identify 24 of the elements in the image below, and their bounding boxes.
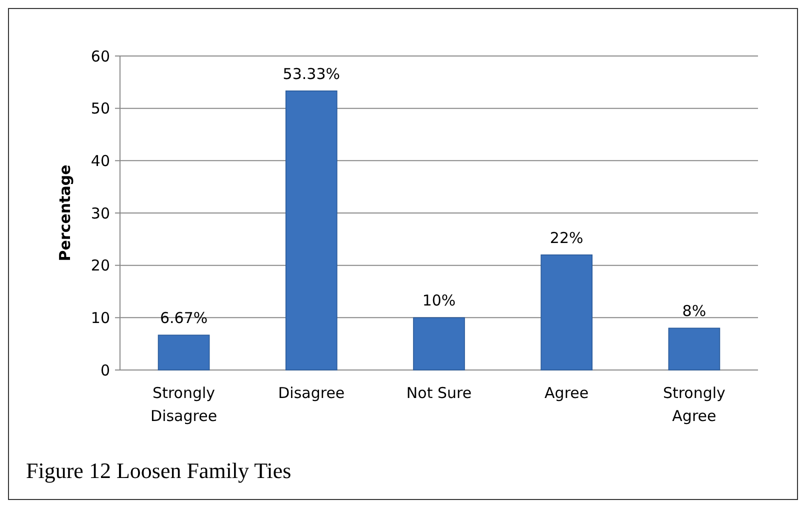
y-tick-label: 0 [100,361,110,380]
bar [158,334,210,370]
caption: Figure 12 Loosen Family Ties [26,458,292,483]
data-label: 22% [550,228,584,247]
data-label: 53.33% [282,64,340,83]
x-tick-label: Not Sure [406,384,472,402]
data-label: 10% [422,292,456,310]
y-tick-label: 60 [90,47,110,66]
y-axis-title: Percentage [56,164,74,262]
y-tick-label: 50 [90,100,110,118]
y-tick-label: 30 [90,204,110,222]
y-tick-label: 10 [90,308,110,327]
bar [413,317,465,370]
data-label: 8% [682,302,706,320]
data-label: 6.67% [160,309,208,328]
x-tick-label: Disagree [278,384,345,402]
x-tick-label: Strongly Disagree [150,384,218,425]
y-tick-label: 40 [90,152,110,170]
bar [540,254,593,370]
bar [668,328,720,370]
bar [285,90,338,370]
x-tick-label: Agree [544,384,589,402]
x-tick-label: Strongly Agree [662,384,726,425]
y-tick-label: 20 [90,256,110,275]
